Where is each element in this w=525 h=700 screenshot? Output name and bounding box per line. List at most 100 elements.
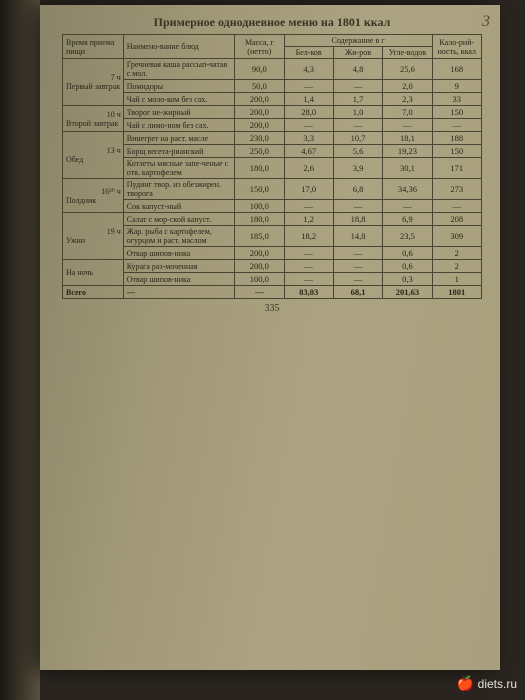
total-cell: 68,1	[333, 286, 382, 299]
dish-cell: Курага раз-моченная	[123, 260, 234, 273]
mass-cell: 100,0	[235, 200, 284, 213]
book-page: 3 Примерное однодневное меню на 1801 кка…	[40, 5, 500, 670]
header-kcal: Кало-рий-ность, ккал	[432, 35, 481, 59]
fat-cell: —	[333, 247, 382, 260]
carb-cell: 34,36	[383, 179, 432, 200]
total-cell: Всего	[63, 286, 124, 299]
header-content-group: Содержание в г	[284, 35, 432, 47]
total-cell: 1801	[432, 286, 481, 299]
handwritten-mark: 3	[482, 13, 490, 31]
mass-cell: 200,0	[235, 247, 284, 260]
fat-cell: 14,8	[333, 226, 382, 247]
table-row: 7 чПервый завтракГречневая каша рассып-ч…	[63, 59, 482, 80]
carb-cell: 2,0	[383, 80, 432, 93]
table-row: Чай с моло-ком без сах.200,01,41,72,333	[63, 93, 482, 106]
kcal-cell: 9	[432, 80, 481, 93]
watermark: 🍎 diets.ru	[457, 675, 517, 692]
table-row: Помидоры50,0——2,09	[63, 80, 482, 93]
protein-cell: 4,67	[284, 145, 333, 158]
mass-cell: 150,0	[235, 179, 284, 200]
carb-cell: 23,5	[383, 226, 432, 247]
kcal-cell: 2	[432, 260, 481, 273]
fat-cell: 3,9	[333, 158, 382, 179]
meal-cell: 16³⁰ чПолдник	[63, 179, 124, 213]
table-row: На ночьКурага раз-моченная200,0——0,62	[63, 260, 482, 273]
meal-cell: 10 чВторой завтрак	[63, 106, 124, 132]
table-row: Отвар шипов-ника200,0——0,62	[63, 247, 482, 260]
fat-cell: —	[333, 80, 382, 93]
table-row: Котлеты мясные запе-ченые с отв. картофе…	[63, 158, 482, 179]
protein-cell: 2,6	[284, 158, 333, 179]
kcal-cell: 2	[432, 247, 481, 260]
carb-cell: 6,9	[383, 213, 432, 226]
total-cell: —	[123, 286, 234, 299]
protein-cell: 18,2	[284, 226, 333, 247]
carb-cell: 0,6	[383, 260, 432, 273]
kcal-cell: 188	[432, 132, 481, 145]
fat-cell: —	[333, 260, 382, 273]
table-row: 13 чОбедВинегрет на раст. масле230,03,31…	[63, 132, 482, 145]
header-time: Время приема пищи	[63, 35, 124, 59]
dish-cell: Салат с мор-ской капуст.	[123, 213, 234, 226]
carb-cell: —	[383, 200, 432, 213]
dish-cell: Творог не-жирный	[123, 106, 234, 119]
total-row: Всего——83,0368,1201,631801	[63, 286, 482, 299]
mass-cell: 180,0	[235, 158, 284, 179]
meal-cell: На ночь	[63, 260, 124, 286]
protein-cell: —	[284, 119, 333, 132]
page-number: 335	[62, 303, 482, 314]
protein-cell: —	[284, 273, 333, 286]
protein-cell: —	[284, 247, 333, 260]
meal-cell: 13 чОбед	[63, 132, 124, 179]
fat-cell: 4,8	[333, 59, 382, 80]
carb-cell: 18,1	[383, 132, 432, 145]
table-row: Отвар шипов-ника100,0——0,31	[63, 273, 482, 286]
kcal-cell: 273	[432, 179, 481, 200]
dish-cell: Жар. рыба с картофелем, огурцом и раст. …	[123, 226, 234, 247]
mass-cell: 200,0	[235, 119, 284, 132]
carb-cell: 30,1	[383, 158, 432, 179]
mass-cell: 200,0	[235, 260, 284, 273]
meal-cell: 19 чУжин	[63, 213, 124, 260]
header-protein: Бел-ков	[284, 47, 333, 59]
table-row: 19 чУжинСалат с мор-ской капуст.180,01,2…	[63, 213, 482, 226]
protein-cell: —	[284, 80, 333, 93]
protein-cell: —	[284, 260, 333, 273]
dish-cell: Котлеты мясные запе-ченые с отв. картофе…	[123, 158, 234, 179]
dish-cell: Винегрет на раст. масле	[123, 132, 234, 145]
fat-cell: 18,8	[333, 213, 382, 226]
carb-cell: 2,3	[383, 93, 432, 106]
kcal-cell: 1	[432, 273, 481, 286]
dish-cell: Отвар шипов-ника	[123, 273, 234, 286]
apple-icon: 🍎	[457, 675, 474, 691]
protein-cell: 28,0	[284, 106, 333, 119]
dish-cell: Борщ вегета-рианский	[123, 145, 234, 158]
fat-cell: —	[333, 119, 382, 132]
kcal-cell: 168	[432, 59, 481, 80]
carb-cell: —	[383, 119, 432, 132]
kcal-cell: 33	[432, 93, 481, 106]
kcal-cell: —	[432, 200, 481, 213]
kcal-cell: 150	[432, 106, 481, 119]
menu-table: Время приема пищи Наимено-вание блюд Мас…	[62, 34, 482, 299]
fat-cell: 1,7	[333, 93, 382, 106]
fat-cell: —	[333, 273, 382, 286]
fat-cell: 6,8	[333, 179, 382, 200]
protein-cell: 17,0	[284, 179, 333, 200]
fat-cell: 10,7	[333, 132, 382, 145]
protein-cell: 1,4	[284, 93, 333, 106]
table-row: Борщ вегета-рианский250,04,675,619,23150	[63, 145, 482, 158]
protein-cell: 3,3	[284, 132, 333, 145]
header-mass: Масса, г (нетто)	[235, 35, 284, 59]
table-row: 10 чВторой завтракТворог не-жирный200,02…	[63, 106, 482, 119]
dish-cell: Чай с моло-ком без сах.	[123, 93, 234, 106]
carb-cell: 25,6	[383, 59, 432, 80]
mass-cell: 50,0	[235, 80, 284, 93]
dish-cell: Гречневая каша рассып-чатая с мол.	[123, 59, 234, 80]
carb-cell: 7,0	[383, 106, 432, 119]
carb-cell: 0,6	[383, 247, 432, 260]
header-dish: Наимено-вание блюд	[123, 35, 234, 59]
dish-cell: Помидоры	[123, 80, 234, 93]
total-cell: 201,63	[383, 286, 432, 299]
kcal-cell: 208	[432, 213, 481, 226]
